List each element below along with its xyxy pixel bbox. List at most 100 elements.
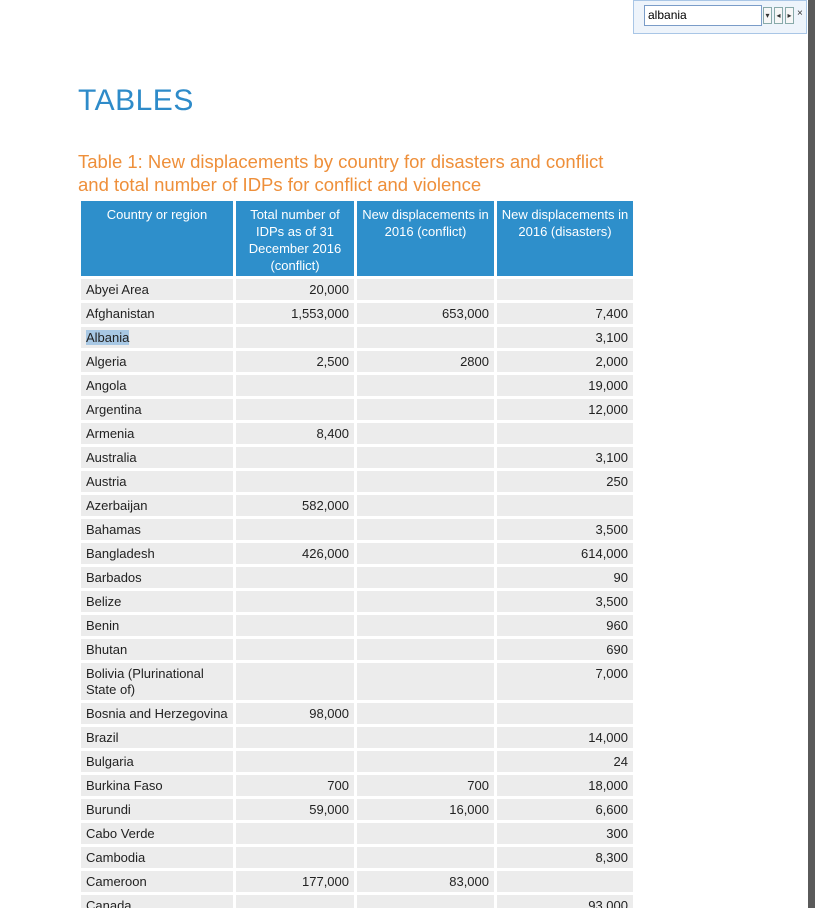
value-cell xyxy=(236,895,354,908)
close-button[interactable]: × xyxy=(797,8,803,19)
cell-value: 93,000 xyxy=(588,898,628,908)
cell-value: 614,000 xyxy=(581,546,628,561)
table-row: Afghanistan 1,553,000 653,000 7,400 xyxy=(81,303,633,324)
cell-value: 250 xyxy=(606,474,628,489)
country-cell: Angola xyxy=(81,375,233,396)
table: Country or region Total number of IDPs as… xyxy=(78,198,636,908)
search-bar: albania ▾ ◂ ▸ × xyxy=(633,0,807,34)
cell-value: 3,500 xyxy=(595,594,628,609)
country-cell: Belize xyxy=(81,591,233,612)
value-cell: 582,000 xyxy=(236,495,354,516)
country-cell: Abyei Area xyxy=(81,279,233,300)
cell-value: 19,000 xyxy=(588,378,628,393)
value-cell xyxy=(357,399,494,420)
next-button[interactable]: ▸ xyxy=(785,7,794,24)
country-cell: Cameroon xyxy=(81,871,233,892)
value-cell xyxy=(357,375,494,396)
value-cell: 7,000 xyxy=(497,663,633,700)
value-cell xyxy=(357,615,494,636)
country-name: Argentina xyxy=(86,402,142,417)
country-name: Benin xyxy=(86,618,120,633)
cell-value: 3,100 xyxy=(595,330,628,345)
table-row: Burundi 59,000 16,000 6,600 xyxy=(81,799,633,820)
country-name: Angola xyxy=(86,378,127,393)
country-cell: Bahamas xyxy=(81,519,233,540)
value-cell xyxy=(357,519,494,540)
table-row: Brazil 14,000 xyxy=(81,727,633,748)
value-cell: 426,000 xyxy=(236,543,354,564)
country-cell: Bhutan xyxy=(81,639,233,660)
value-cell: 14,000 xyxy=(497,727,633,748)
country-cell: Benin xyxy=(81,615,233,636)
table-row: Abyei Area 20,000 xyxy=(81,279,633,300)
country-cell: Bolivia (Plurinational State of) xyxy=(81,663,233,700)
country-name: Brazil xyxy=(86,730,119,745)
value-cell xyxy=(497,495,633,516)
column-header: Total number of IDPs as of 31 December 2… xyxy=(236,201,354,276)
scrollbar-edge xyxy=(808,0,815,908)
value-cell: 7,400 xyxy=(497,303,633,324)
table-row: Bhutan 690 xyxy=(81,639,633,660)
cell-value: 300 xyxy=(606,826,628,841)
cell-value: 960 xyxy=(606,618,628,633)
value-cell: 18,000 xyxy=(497,775,633,796)
table-row: Bosnia and Herzegovina 98,000 xyxy=(81,703,633,724)
value-cell xyxy=(357,703,494,724)
value-cell: 20,000 xyxy=(236,279,354,300)
country-name: Cameroon xyxy=(86,874,147,889)
country-cell: Cabo Verde xyxy=(81,823,233,844)
prev-button[interactable]: ◂ xyxy=(774,7,783,24)
header-row: Country or region Total number of IDPs as… xyxy=(81,201,633,276)
value-cell: 177,000 xyxy=(236,871,354,892)
cell-value: 690 xyxy=(606,642,628,657)
table-row: Austria 250 xyxy=(81,471,633,492)
country-cell: Burundi xyxy=(81,799,233,820)
country-cell: Barbados xyxy=(81,567,233,588)
country-name: Bangladesh xyxy=(86,546,155,561)
table-row: Bahamas 3,500 xyxy=(81,519,633,540)
cell-value: 1,553,000 xyxy=(291,306,349,321)
country-name: Algeria xyxy=(86,354,127,369)
table-row: Canada 93,000 xyxy=(81,895,633,908)
value-cell: 690 xyxy=(497,639,633,660)
value-cell xyxy=(357,423,494,444)
country-name: Burkina Faso xyxy=(86,778,163,793)
table-row: Barbados 90 xyxy=(81,567,633,588)
value-cell xyxy=(236,471,354,492)
value-cell: 960 xyxy=(497,615,633,636)
value-cell xyxy=(236,375,354,396)
cell-value: 8,400 xyxy=(316,426,349,441)
country-cell: Armenia xyxy=(81,423,233,444)
table-row: Angola 19,000 xyxy=(81,375,633,396)
cell-value: 426,000 xyxy=(302,546,349,561)
cell-value: 2,000 xyxy=(595,354,628,369)
dropdown-button[interactable]: ▾ xyxy=(763,7,772,24)
search-field[interactable]: albania xyxy=(644,5,762,26)
value-cell: 59,000 xyxy=(236,799,354,820)
table-row: Belize 3,500 xyxy=(81,591,633,612)
country-cell: Brazil xyxy=(81,727,233,748)
table-row: Azerbaijan 582,000 xyxy=(81,495,633,516)
country-name: Austria xyxy=(86,474,127,489)
country-cell: Austria xyxy=(81,471,233,492)
country-cell: Canada xyxy=(81,895,233,908)
value-cell xyxy=(357,591,494,612)
country-cell: Albania xyxy=(81,327,233,348)
cell-value: 6,600 xyxy=(595,802,628,817)
table-row: Argentina 12,000 xyxy=(81,399,633,420)
cell-value: 3,100 xyxy=(595,450,628,465)
value-cell: 300 xyxy=(497,823,633,844)
value-cell: 93,000 xyxy=(497,895,633,908)
country-cell: Algeria xyxy=(81,351,233,372)
value-cell xyxy=(357,823,494,844)
value-cell xyxy=(357,495,494,516)
country-cell: Bulgaria xyxy=(81,751,233,772)
value-cell xyxy=(236,663,354,700)
country-name: Cabo Verde xyxy=(86,826,155,841)
value-cell: 8,400 xyxy=(236,423,354,444)
cell-value: 700 xyxy=(467,778,489,793)
value-cell xyxy=(357,895,494,908)
cell-value: 3,500 xyxy=(595,522,628,537)
value-cell: 250 xyxy=(497,471,633,492)
country-name: Bolivia (Plurinational State of) xyxy=(86,666,204,697)
